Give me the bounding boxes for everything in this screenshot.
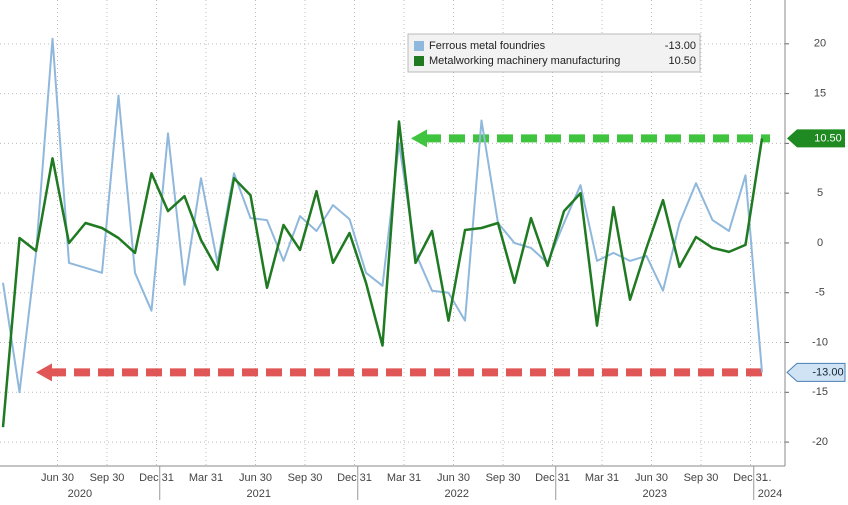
value-tag-label: 10.50 (814, 132, 842, 144)
year-label: 2022 (445, 488, 469, 500)
x-tick-label: Mar 31 (387, 472, 421, 484)
legend-swatch (414, 41, 424, 51)
legend-value: 10.50 (668, 55, 696, 67)
x-tick-label: Jun 30 (239, 472, 272, 484)
value-tag (787, 129, 845, 148)
y-tick-label: -20 (812, 436, 828, 448)
series-line (1, 120, 764, 428)
year-label: 2024 (758, 488, 782, 500)
legend-swatch (414, 56, 424, 66)
x-tick-label: Sep 30 (288, 472, 323, 484)
x-tick-label: Jun 30 (635, 472, 668, 484)
x-tick-label: Dec 31 (535, 472, 570, 484)
x-tick-label: Sep 30 (90, 472, 125, 484)
x-tick-label: Dec 31 (139, 472, 174, 484)
year-label: 2021 (247, 488, 271, 500)
x-tick-label: Mar 31 (189, 472, 223, 484)
lines (1, 37, 770, 428)
value-tag-label: -13.00 (812, 366, 843, 378)
legend-value: -13.00 (665, 40, 696, 52)
arrow-head (36, 363, 52, 382)
x-tick-label: Sep 30 (486, 472, 521, 484)
x-tick-label: Sep 30 (684, 472, 719, 484)
y-tick-label: 5 (817, 187, 823, 199)
y-tick-label: 15 (814, 88, 826, 100)
x-tick-label: ... (762, 472, 771, 484)
legend: Ferrous metal foundries -13.00 Metalworkin… (407, 33, 701, 73)
series-line (2, 37, 763, 394)
x-tick-label: Jun 30 (41, 472, 74, 484)
x-tick-label: Dec 31 (733, 472, 768, 484)
x-tick-label: Dec 31 (337, 472, 372, 484)
y-tick-label: -10 (812, 336, 828, 348)
y-tick-label: -15 (812, 386, 828, 398)
arrow-head (411, 129, 427, 148)
year-label: 2023 (643, 488, 667, 500)
legend-label: Metalworking machinery manufacturing (429, 55, 620, 67)
y-tick-label: 20 (814, 38, 826, 50)
y-tick-label: -5 (815, 287, 825, 299)
year-label: 2020 (68, 488, 92, 500)
x-tick-label: Mar 31 (585, 472, 619, 484)
legend-box (407, 33, 701, 73)
x-tick-label: Jun 30 (437, 472, 470, 484)
value-tag (786, 362, 846, 382)
y-tick-label: 0 (817, 237, 823, 249)
legend-label: Ferrous metal foundries (429, 40, 546, 52)
